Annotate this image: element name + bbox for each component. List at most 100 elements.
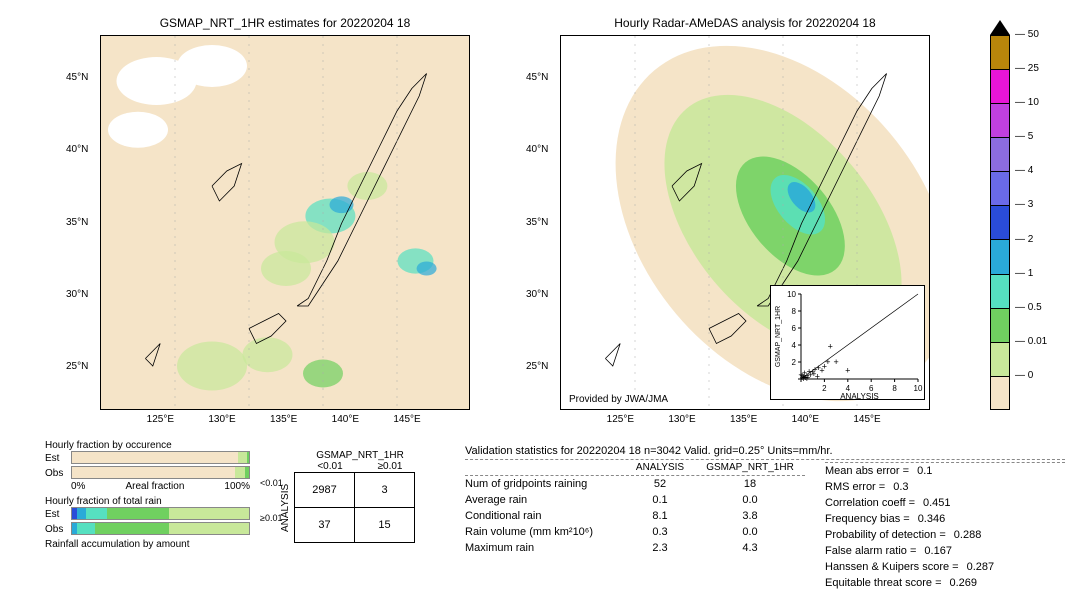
lat-tick: 30°N [526, 289, 548, 300]
colorbar-tick: — 0.5 [1015, 302, 1042, 313]
left-map-title: GSMAP_NRT_1HR estimates for 20220204 18 [100, 16, 470, 30]
lon-tick: 135°E [730, 414, 757, 425]
stats-row: Average rain0.10.0 [465, 492, 805, 508]
cont-col1: ≥0.01 [360, 461, 420, 472]
stats-metric: RMS error =0.3 [825, 479, 1065, 495]
stats-row: Num of gridpoints raining5218 [465, 476, 805, 492]
svg-text:+: + [798, 370, 803, 380]
hf-occ-title: Hourly fraction by occurence [45, 440, 250, 451]
colorbar-segment [990, 239, 1010, 273]
colorbar-tick: — 50 [1015, 29, 1039, 40]
hf-x2: 100% [224, 481, 250, 492]
hbar-seg [245, 467, 249, 478]
stats-colh2: GSMAP_NRT_1HR [695, 462, 805, 473]
svg-text:8: 8 [892, 384, 897, 393]
cont-01: 3 [355, 473, 415, 508]
lon-tick: 130°E [668, 414, 695, 425]
svg-text:8: 8 [792, 307, 797, 316]
svg-text:+: + [833, 357, 838, 367]
svg-text:10: 10 [787, 290, 796, 299]
colorbar-arrow-icon [990, 20, 1010, 35]
svg-text:2: 2 [822, 384, 827, 393]
hbar-seg [235, 467, 246, 478]
hbar-seg [86, 508, 107, 519]
stats-metric: Frequency bias =0.346 [825, 511, 1065, 527]
lat-tick: 45°N [526, 72, 548, 83]
svg-text:+: + [845, 366, 850, 376]
cont-col-header: GSMAP_NRT_1HR [300, 450, 420, 461]
hbar-seg [169, 523, 249, 534]
svg-text:GSMAP_NRT_1HR: GSMAP_NRT_1HR [775, 306, 782, 367]
svg-text:10: 10 [914, 384, 923, 393]
right-map-title: Hourly Radar-AMeDAS analysis for 2022020… [560, 16, 930, 30]
hf-row-obs2: Obs [45, 524, 67, 535]
colorbar-segment [990, 35, 1010, 69]
hbar-seg [107, 508, 169, 519]
colorbar-segment [990, 69, 1010, 103]
colorbar-segment [990, 274, 1010, 308]
stats-metric: Mean abs error =0.1 [825, 463, 1065, 479]
hf-tot-title: Hourly fraction of total rain [45, 496, 250, 507]
stats-metric: False alarm ratio =0.167 [825, 543, 1065, 559]
stats-row: Rain volume (mm km²10⁶)0.30.0 [465, 524, 805, 540]
colorbar-tick: — 25 [1015, 63, 1039, 74]
colorbar-segment [990, 376, 1010, 410]
colorbar-segment [990, 103, 1010, 137]
cont-11: 15 [355, 508, 415, 543]
hbar-seg [95, 523, 169, 534]
contingency-table: GSMAP_NRT_1HR <0.01 ≥0.01 ANALYSIS 29873… [280, 450, 420, 543]
lat-tick: 40°N [526, 144, 548, 155]
hf-x0: 0% [71, 481, 85, 492]
colorbar-tick: — 0.01 [1015, 336, 1047, 347]
colorbar-tick: — 2 [1015, 234, 1033, 245]
colorbar-segment [990, 171, 1010, 205]
colorbar-tick: — 3 [1015, 199, 1033, 210]
svg-text:6: 6 [792, 324, 797, 333]
cont-00: 2987 [295, 473, 355, 508]
hbar-seg [238, 452, 247, 463]
lon-tick: 135°E [270, 414, 297, 425]
svg-text:+: + [828, 342, 833, 352]
hbar-seg [72, 467, 235, 478]
hf-x1: Areal fraction [125, 481, 184, 492]
stats-panel: Validation statistics for 20220204 18 n=… [465, 445, 1065, 591]
hf-acc-title: Rainfall accumulation by amount [45, 539, 250, 550]
stats-colh1: ANALYSIS [625, 462, 695, 473]
lon-tick: 145°E [393, 414, 420, 425]
lon-tick: 145°E [853, 414, 880, 425]
stats-row: Conditional rain8.13.8 [465, 508, 805, 524]
lon-tick: 140°E [332, 414, 359, 425]
provided-label: Provided by JWA/JMA [566, 393, 671, 406]
lon-tick: 125°E [607, 414, 634, 425]
lat-tick: 30°N [66, 289, 88, 300]
svg-text:+: + [825, 357, 830, 367]
cont-10: 37 [295, 508, 355, 543]
colorbar-tick: — 4 [1015, 165, 1033, 176]
lon-tick: 125°E [147, 414, 174, 425]
hbar-seg [77, 523, 95, 534]
map-left [100, 35, 470, 410]
svg-text:+: + [804, 374, 809, 384]
stats-row: Maximum rain2.34.3 [465, 540, 805, 556]
lon-tick: 130°E [208, 414, 235, 425]
colorbar [990, 35, 1010, 410]
stats-metric: Equitable threat score =0.269 [825, 575, 1065, 591]
cont-row0: <0.01 [260, 478, 283, 488]
lat-tick: 35°N [526, 217, 548, 228]
hbar-seg [169, 508, 249, 519]
scatter-inset: 224466881010ANALYSISGSMAP_NRT_1HR+++++++… [770, 285, 925, 400]
stats-metric: Probability of detection =0.288 [825, 527, 1065, 543]
lat-tick: 35°N [66, 217, 88, 228]
colorbar-segment [990, 205, 1010, 239]
lat-tick: 25°N [526, 361, 548, 372]
hbar-seg [77, 508, 86, 519]
stats-metric: Correlation coeff =0.451 [825, 495, 1065, 511]
cont-row1: ≥0.01 [260, 513, 282, 523]
colorbar-tick: — 0 [1015, 370, 1033, 381]
stats-metric: Hanssen & Kuipers score =0.287 [825, 559, 1065, 575]
colorbar-segment [990, 342, 1010, 376]
lon-tick: 140°E [792, 414, 819, 425]
lat-tick: 25°N [66, 361, 88, 372]
lat-tick: 45°N [66, 72, 88, 83]
hbar-seg [72, 452, 238, 463]
